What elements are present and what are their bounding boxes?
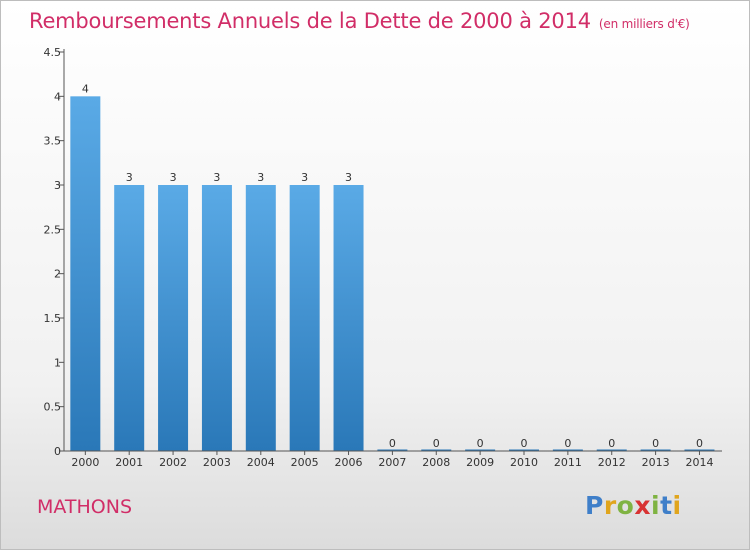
x-tick-label: 2000 <box>71 456 99 469</box>
bar <box>640 449 671 451</box>
data-label: 0 <box>521 437 528 450</box>
x-tick-label: 2004 <box>247 456 275 469</box>
y-tick-label: 2 <box>54 268 61 281</box>
chart-title: Remboursements Annuels de la Dette de 20… <box>29 9 690 33</box>
logo-letter: P <box>585 491 604 520</box>
y-tick-label: 2.5 <box>44 223 62 236</box>
data-label: 0 <box>389 437 396 450</box>
x-tick-label: 2005 <box>291 456 319 469</box>
x-tick-label: 2007 <box>378 456 406 469</box>
bar <box>333 185 364 451</box>
y-tick-label: 0 <box>54 445 61 458</box>
bar <box>289 185 320 451</box>
bar <box>552 449 583 451</box>
x-tick-label: 2003 <box>203 456 231 469</box>
data-label: 0 <box>608 437 615 450</box>
proxiti-logo: Proxiti <box>585 491 682 520</box>
bar <box>684 449 715 451</box>
y-tick-label: 3 <box>54 179 61 192</box>
bar <box>201 185 232 451</box>
y-axis: 0 0.5 1 1.5 2 2.5 3 3.5 4 4.5 <box>44 46 65 458</box>
x-tick-label: 2012 <box>598 456 626 469</box>
y-tick-label: 0.5 <box>44 401 62 414</box>
data-label: 0 <box>652 437 659 450</box>
bar <box>465 449 496 451</box>
data-label: 3 <box>301 171 308 184</box>
commune-name: MATHONS <box>37 496 133 518</box>
x-tick-label: 2001 <box>115 456 143 469</box>
y-tick-label: 1 <box>54 356 61 369</box>
x-tick-label: 2002 <box>159 456 187 469</box>
logo-letter: t <box>660 491 673 520</box>
data-label: 0 <box>696 437 703 450</box>
data-label: 3 <box>213 171 220 184</box>
data-label: 0 <box>477 437 484 450</box>
data-label: 3 <box>126 171 133 184</box>
chart-title-text: Remboursements Annuels de la Dette de 20… <box>29 9 591 33</box>
bar <box>114 185 145 451</box>
x-tick-label: 2010 <box>510 456 538 469</box>
data-label: 0 <box>433 437 440 450</box>
bar <box>596 449 627 451</box>
logo-letter: x <box>634 491 651 520</box>
x-tick-label: 2008 <box>422 456 450 469</box>
x-tick-label: 2009 <box>466 456 494 469</box>
logo-letter: i <box>672 491 682 520</box>
x-tick-label: 2006 <box>335 456 363 469</box>
y-tick-label: 4.5 <box>44 46 62 59</box>
bar <box>245 185 276 451</box>
x-tick-label: 2011 <box>554 456 582 469</box>
data-label: 3 <box>170 171 177 184</box>
chart-subtitle: (en milliers d'€) <box>598 17 690 31</box>
data-label: 3 <box>345 171 352 184</box>
x-tick-label: 2013 <box>642 456 670 469</box>
logo-letter: i <box>651 491 661 520</box>
bars: 4 3 3 3 3 3 3 0 0 0 0 0 0 0 0 <box>70 82 715 451</box>
y-tick-label: 1.5 <box>44 312 62 325</box>
bar <box>70 96 101 451</box>
bar <box>421 449 452 451</box>
data-label: 0 <box>564 437 571 450</box>
y-tick-label: 3.5 <box>44 135 62 148</box>
bar <box>158 185 189 451</box>
y-tick-label: 4 <box>54 90 61 103</box>
data-label: 3 <box>257 171 264 184</box>
logo-letter: r <box>603 491 617 520</box>
data-label: 4 <box>82 82 89 95</box>
logo-letter: o <box>616 491 635 520</box>
x-axis: 2000 2001 2002 2003 2004 2005 2006 2007 2008 2009… <box>64 450 722 469</box>
x-tick-label: 2014 <box>685 456 713 469</box>
bar <box>377 449 408 451</box>
bar <box>509 449 539 451</box>
